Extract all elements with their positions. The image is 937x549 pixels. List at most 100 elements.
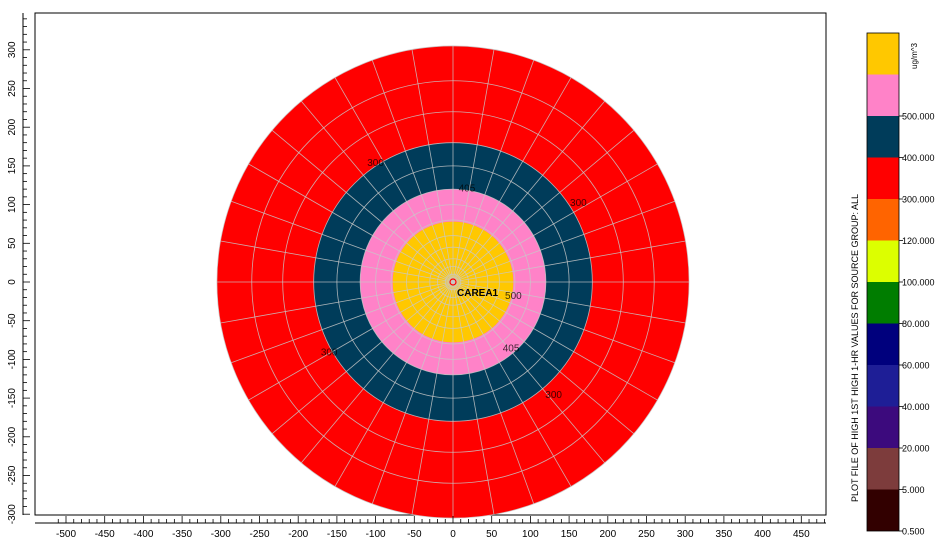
y-tick-label: -150 [7, 388, 18, 408]
y-tick-label: 100 [7, 196, 18, 213]
y-tick-label: -250 [7, 465, 18, 485]
grid-spoke-11 [452, 281, 675, 364]
contour-labels: 405 300 300 405 500 300 300 [321, 158, 587, 401]
legend-tick-label: 0.500 [902, 527, 925, 537]
legend-swatch-8 [867, 157, 899, 199]
grid-spoke-25 [231, 281, 454, 364]
y-tick-label: 50 [7, 237, 18, 249]
grid-spoke-30 [248, 163, 454, 283]
x-tick-label: 400 [754, 529, 771, 540]
x-tick-label: -500 [56, 529, 76, 540]
grid-spoke-16 [452, 281, 535, 504]
grid-spoke-1 [452, 49, 495, 283]
grid-spoke-15 [452, 281, 572, 487]
grid-spoke-31 [271, 129, 454, 283]
legend-swatch-3 [867, 365, 899, 407]
x-tick-label: 350 [716, 529, 733, 540]
legend-tick-label: 60.000 [902, 361, 930, 371]
y-tick-label: 150 [7, 157, 18, 174]
grid-spoke-5 [452, 129, 635, 283]
x-tick-label: -450 [95, 529, 115, 540]
x-tick-label: 300 [677, 529, 694, 540]
grid-spoke-13 [452, 281, 635, 435]
grid-spoke-29 [231, 200, 454, 283]
grid-spoke-19 [411, 281, 454, 515]
grid-spoke-7 [452, 200, 675, 283]
x-tick-label: -150 [327, 529, 347, 540]
grid-spoke-26 [220, 281, 454, 324]
legend-swatch-5 [867, 282, 899, 324]
x-tick-label: -50 [407, 529, 422, 540]
legend-unit: ug/m^3 [910, 42, 919, 69]
x-tick-label: -300 [211, 529, 231, 540]
y-tick-label: 250 [7, 80, 18, 97]
contour-label: 405 [459, 183, 476, 194]
legend-tick-label: 100.000 [902, 278, 935, 288]
legend-swatch-2 [867, 406, 899, 448]
grid-spoke-17 [452, 281, 495, 515]
legend-tick-label: 500.000 [902, 112, 935, 122]
legend-swatch-9 [867, 116, 899, 158]
legend-title: PLOT FILE OF HIGH 1ST HIGH 1-HR VALUES F… [850, 194, 860, 502]
grid-spoke-4 [452, 100, 606, 283]
x-tick-label: -200 [288, 529, 308, 540]
x-tick-label: 0 [450, 529, 456, 540]
source-label: CAREA1 [457, 288, 499, 299]
contour-label: 300 [321, 348, 338, 359]
contour-label: 405 [503, 344, 520, 355]
grid-spoke-3 [452, 77, 572, 283]
y-axis: 300 250 200 150 100 50 0 -50 -100 -150 -200 -250 -30… [7, 13, 30, 524]
grid-spoke-22 [300, 281, 454, 464]
grid-spoke-20 [371, 281, 454, 504]
y-tick-label: 200 [7, 118, 18, 135]
x-tick-label: 50 [486, 529, 498, 540]
x-tick-label: 450 [793, 529, 810, 540]
legend-tick-label: 120.000 [902, 236, 935, 246]
y-tick-label: 0 [7, 279, 18, 285]
legend-tick-label: 400.000 [902, 153, 935, 163]
legend-swatch-10 [867, 74, 899, 116]
legend-swatch-1 [867, 448, 899, 490]
legend-tick-label: 5.000 [902, 485, 925, 495]
grid-spoke-33 [334, 77, 454, 283]
legend-tick-label: 80.000 [902, 319, 930, 329]
grid-spoke-35 [411, 49, 454, 283]
legend-swatch-7 [867, 199, 899, 241]
x-tick-label: -350 [172, 529, 192, 540]
x-tick-label: -100 [366, 529, 386, 540]
legend-swatch-6 [867, 240, 899, 282]
contour-label: 300 [570, 198, 587, 209]
legend-tick-label: 20.000 [902, 444, 930, 454]
x-axis: -500 -450 -400 -350 -300 -250 -200 -150 -100 -50 0… [35, 516, 826, 540]
x-tick-label: -250 [249, 529, 269, 540]
grid-spoke-12 [452, 281, 658, 401]
legend-tick-label: 40.000 [902, 402, 930, 412]
grid-spoke-6 [452, 163, 658, 283]
y-tick-label: -100 [7, 349, 18, 369]
contour-label: 300 [545, 390, 562, 401]
contour-label: 300 [367, 158, 384, 169]
color-legend: 0.500 5.000 20.000 40.000 60.000 80.000 100.00… [850, 32, 935, 537]
x-tick-label: 100 [522, 529, 539, 540]
y-tick-label: -200 [7, 426, 18, 446]
grid-spoke-14 [452, 281, 606, 464]
grid-spoke-23 [271, 281, 454, 435]
x-tick-label: 200 [599, 529, 616, 540]
source-marker: CAREA1 [449, 278, 499, 299]
legend-swatch-0 [867, 489, 899, 531]
grid-spoke-28 [220, 240, 454, 283]
grid-spoke-21 [334, 281, 454, 487]
grid-spoke-8 [452, 240, 686, 283]
x-tick-label: -400 [133, 529, 153, 540]
grid-spoke-2 [452, 60, 535, 283]
contour-label: 500 [505, 291, 522, 302]
grid-spoke-24 [248, 281, 454, 401]
grid-spoke-34 [371, 60, 454, 283]
legend-tick-label: 300.000 [902, 195, 935, 205]
legend-swatch-4 [867, 323, 899, 365]
y-tick-label: -300 [7, 504, 18, 524]
x-tick-label: 150 [561, 529, 578, 540]
legend-swatch-11 [867, 33, 899, 75]
grid-spoke-10 [452, 281, 686, 324]
